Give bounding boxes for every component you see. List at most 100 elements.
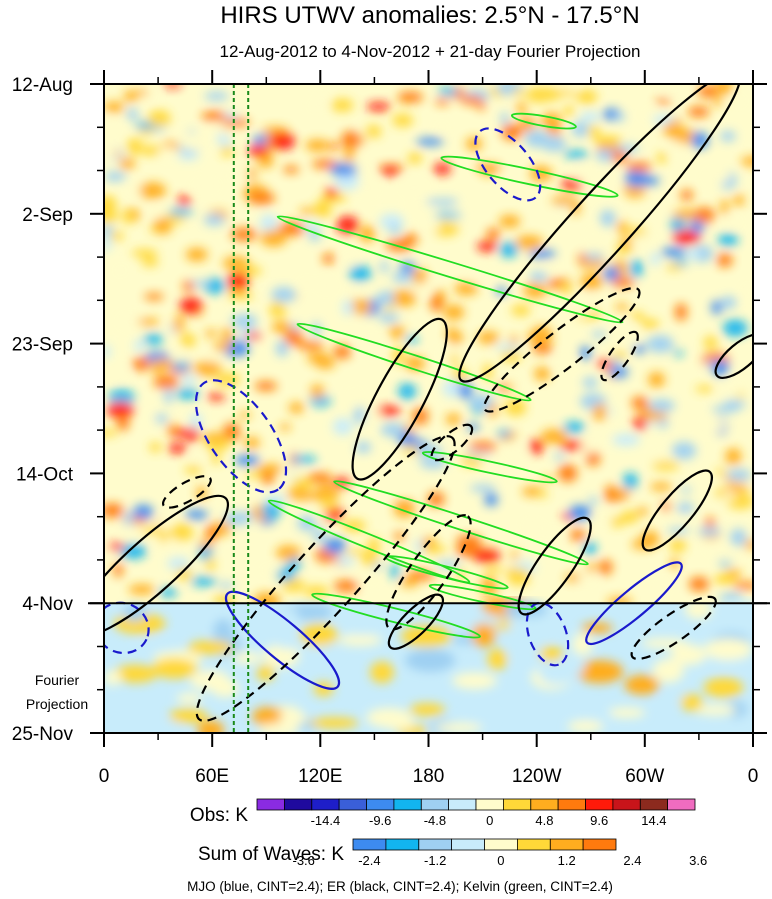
obs-anomaly-patch bbox=[378, 312, 399, 323]
obs-anomaly-patch bbox=[106, 401, 134, 419]
obs-anomaly-patch bbox=[104, 118, 118, 136]
projection-anomaly-patch bbox=[176, 693, 203, 704]
projection-label-line2: Projection bbox=[26, 696, 88, 712]
obs-anomaly-patch bbox=[192, 450, 202, 464]
obs-anomaly-patch bbox=[116, 266, 126, 275]
obs-anomaly-patch bbox=[549, 89, 576, 97]
obs-anomaly-patch bbox=[283, 165, 299, 174]
obs-anomaly-patch bbox=[137, 318, 160, 326]
projection-anomaly-patch bbox=[670, 644, 706, 666]
obs-anomaly-patch bbox=[275, 340, 289, 357]
x-tick-label: 60E bbox=[195, 766, 229, 787]
x-tick-label: 180 bbox=[413, 766, 445, 787]
obs-anomaly-patch bbox=[322, 253, 335, 265]
obs-anomaly-patch bbox=[711, 99, 724, 106]
obs-anomaly-patch bbox=[203, 214, 225, 226]
obs-anomaly-patch bbox=[560, 440, 584, 451]
obs-anomaly-patch bbox=[152, 539, 180, 549]
obs-anomaly-patch bbox=[206, 556, 215, 573]
obs-anomaly-patch bbox=[543, 528, 562, 535]
obs-anomaly-patch bbox=[704, 168, 731, 184]
obs-anomaly-patch bbox=[585, 432, 612, 440]
obs-anomaly-patch bbox=[151, 358, 172, 371]
obs-anomaly-patch bbox=[126, 138, 143, 155]
projection-anomaly-patch bbox=[256, 665, 275, 682]
obs-anomaly-patch bbox=[740, 156, 753, 167]
obs-anomaly-patch bbox=[663, 87, 686, 94]
projection-anomaly-patch bbox=[279, 711, 308, 726]
obs-colorbar-tick-label: 9.6 bbox=[590, 813, 608, 828]
obs-anomaly-patch bbox=[697, 85, 721, 98]
obs-anomaly-patch bbox=[691, 131, 709, 149]
obs-anomaly-patch bbox=[542, 263, 556, 274]
obs-anomaly-patch bbox=[153, 375, 180, 389]
obs-anomaly-patch bbox=[529, 439, 544, 455]
obs-anomaly-patch bbox=[104, 208, 119, 224]
projection-anomaly-patch bbox=[704, 638, 753, 661]
obs-anomaly-patch bbox=[612, 433, 641, 446]
obs-anomaly-patch bbox=[592, 512, 616, 521]
wave-contours bbox=[104, 84, 753, 722]
projection-anomaly-patch bbox=[434, 722, 483, 733]
obs-anomaly-patch bbox=[693, 207, 715, 224]
obs-anomaly-patch bbox=[716, 84, 733, 96]
obs-anomaly-patch bbox=[720, 198, 729, 216]
obs-anomaly-patch bbox=[207, 393, 226, 401]
projection-anomaly-patch bbox=[575, 660, 624, 684]
obs-anomaly-patch bbox=[435, 98, 450, 106]
obs-anomaly-patch bbox=[687, 106, 710, 118]
obs-colorbar-tick-label: -4.8 bbox=[424, 813, 446, 828]
x-tick-label: 0 bbox=[748, 766, 759, 787]
projection-anomaly-patch bbox=[117, 720, 165, 733]
obs-anomaly-patch bbox=[392, 113, 414, 127]
obs-anomaly-patch bbox=[212, 342, 232, 351]
obs-anomaly-patch bbox=[541, 136, 567, 152]
obs-anomaly-patch bbox=[260, 567, 283, 574]
obs-anomaly-patch bbox=[355, 441, 372, 453]
projection-anomaly-patch bbox=[508, 616, 550, 638]
obs-anomaly-patch bbox=[201, 432, 230, 442]
obs-anomaly-patch bbox=[153, 217, 172, 235]
obs-anomaly-patch bbox=[190, 280, 212, 287]
projection-anomaly-patch bbox=[370, 661, 394, 684]
obs-anomaly-patch bbox=[515, 235, 544, 250]
obs-colorbar-swatch bbox=[366, 798, 395, 811]
obs-anomaly-patch bbox=[714, 573, 735, 585]
obs-anomaly-patch bbox=[629, 259, 643, 278]
y-tick-label: 12-Aug bbox=[12, 75, 73, 96]
obs-anomaly-patch bbox=[401, 179, 423, 196]
obs-anomaly-patch bbox=[715, 488, 726, 499]
projection-anomaly-patch bbox=[539, 646, 564, 661]
obs-anomaly-patch bbox=[555, 356, 575, 368]
obs-anomaly-patch bbox=[670, 215, 687, 233]
obs-anomaly-patch bbox=[540, 429, 568, 444]
obs-anomaly-patch bbox=[141, 257, 159, 267]
obs-anomaly-patch bbox=[511, 304, 531, 316]
obs-anomaly-patch bbox=[169, 523, 194, 542]
obs-anomaly-patch bbox=[587, 562, 596, 574]
obs-anomaly-patch bbox=[298, 279, 316, 287]
obs-anomaly-patch bbox=[695, 385, 714, 393]
obs-anomaly-patch bbox=[511, 89, 527, 96]
projection-anomaly-patch bbox=[538, 662, 576, 685]
obs-anomaly-patch bbox=[346, 286, 368, 293]
obs-anomaly-patch bbox=[104, 503, 124, 518]
obs-anomaly-patch bbox=[629, 234, 655, 245]
obs-anomaly-patch bbox=[723, 399, 746, 409]
obs-anomaly-patch bbox=[416, 208, 438, 215]
obs-colorbar-swatch bbox=[530, 798, 559, 811]
projection-anomaly-patch bbox=[471, 623, 496, 647]
obs-anomaly-patch bbox=[206, 354, 216, 363]
obs-anomaly-patch bbox=[636, 507, 649, 516]
obs-colorbar-tick-label: 14.4 bbox=[641, 813, 666, 828]
projection-anomaly-patch bbox=[607, 707, 646, 718]
obs-anomaly-patch bbox=[193, 361, 222, 377]
obs-anomaly-patch bbox=[193, 180, 220, 192]
projection-anomaly-patch bbox=[405, 648, 456, 672]
obs-anomaly-patch bbox=[704, 542, 722, 553]
mjo-contour bbox=[104, 601, 150, 655]
obs-anomaly-patch bbox=[554, 452, 564, 461]
obs-anomaly-patch bbox=[349, 389, 360, 406]
mjo-contour bbox=[194, 379, 288, 494]
